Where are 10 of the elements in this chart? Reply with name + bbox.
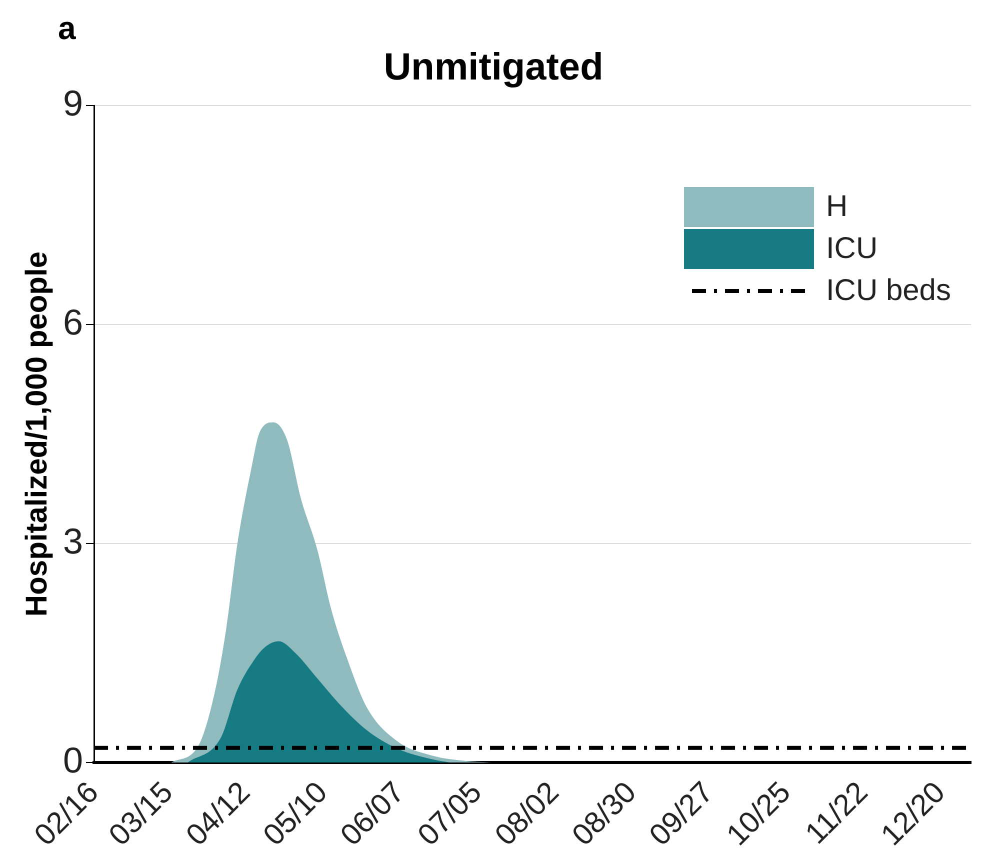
y-axis-title: Hospitalized/1,000 people xyxy=(20,251,54,617)
y-tick-label: 9 xyxy=(62,82,84,124)
legend-label: ICU xyxy=(826,231,878,267)
text: a xyxy=(58,10,76,46)
legend-label: ICU beds xyxy=(826,273,951,309)
y-tick-label: 6 xyxy=(62,301,84,342)
y-tick-label: 3 xyxy=(62,520,84,562)
chart-title: Unmitigated xyxy=(384,46,604,88)
legend-label: H xyxy=(826,189,848,225)
y-tick-label: 0 xyxy=(62,739,84,780)
